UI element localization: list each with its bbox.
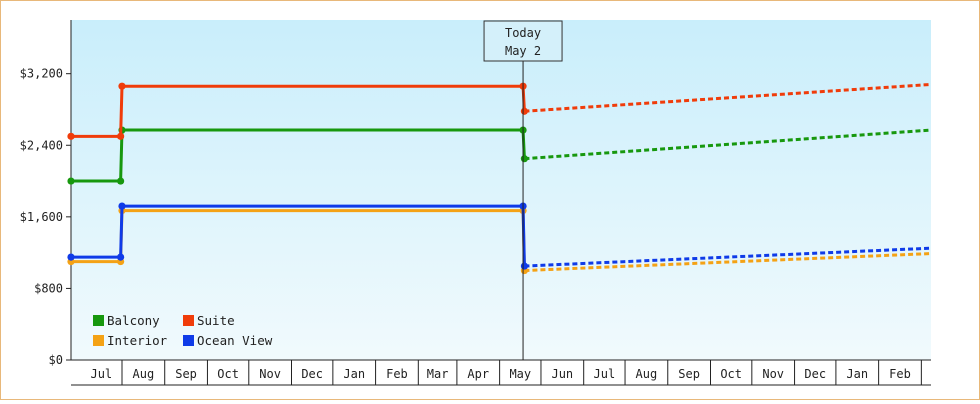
x-tick-label: Aug [636,367,658,381]
data-point [118,82,126,90]
x-tick-label: Jul [90,367,112,381]
legend-swatch [183,335,194,346]
y-tick-label: $2,400 [20,138,63,152]
legend-swatch [93,335,104,346]
data-point [117,132,125,140]
data-point [67,253,75,261]
x-tick-label: Feb [386,367,408,381]
x-tick-label: May [509,367,531,381]
x-tick-label: Feb [889,367,911,381]
legend-swatch [183,315,194,326]
x-tick-label: Jul [594,367,616,381]
data-point [520,262,529,270]
x-tick-label: Dec [804,367,826,381]
legend-label: Balcony [107,313,160,328]
legend-label: Ocean View [197,333,273,348]
forecast-line [524,252,932,273]
y-tick-label: $0 [49,353,63,367]
data-point [520,155,529,163]
y-tick-label: $800 [34,281,63,295]
legend-label: Suite [197,313,235,328]
data-point [520,107,529,115]
x-tick-label: Oct [217,367,239,381]
x-tick-label: Sep [678,367,700,381]
data-point [118,202,126,210]
today-date: May 2 [505,44,541,58]
x-tick-label: Jan [343,367,365,381]
y-tick-label: $1,600 [20,210,63,224]
x-tick-label: Nov [259,367,281,381]
x-tick-label: Dec [301,367,323,381]
x-tick-label: Jan [846,367,868,381]
x-tick-label: Apr [467,367,489,381]
forecast-line [524,128,932,161]
x-tick-label: Jun [551,367,573,381]
y-tick-label: $3,200 [20,67,63,81]
data-point [67,177,75,185]
x-tick-label: Mar [427,367,449,381]
plot-area [71,20,931,360]
y-axis: $0 $800 $1,600 $2,400 $3,200 [20,20,72,367]
data-point [67,132,75,140]
x-tick-label: Nov [762,367,784,381]
today-marker: Today May 2 [483,20,563,360]
x-axis: Jul Aug Sep Oct Nov Dec Jan Feb Mar Apr May Jun Jul A… [71,359,931,386]
data-point [117,177,125,185]
data-point [117,253,125,261]
legend-swatch [93,315,104,326]
legend-label: Interior [107,333,168,348]
legend: Balcony Suite Interior Ocean View [93,313,273,348]
forecast-line [524,82,932,113]
forecast-line [524,246,932,268]
x-tick-label: Sep [175,367,197,381]
today-label: Today [505,26,541,40]
today-box [483,20,563,62]
x-tick-label: Oct [720,367,742,381]
x-tick-label: Aug [133,367,155,381]
